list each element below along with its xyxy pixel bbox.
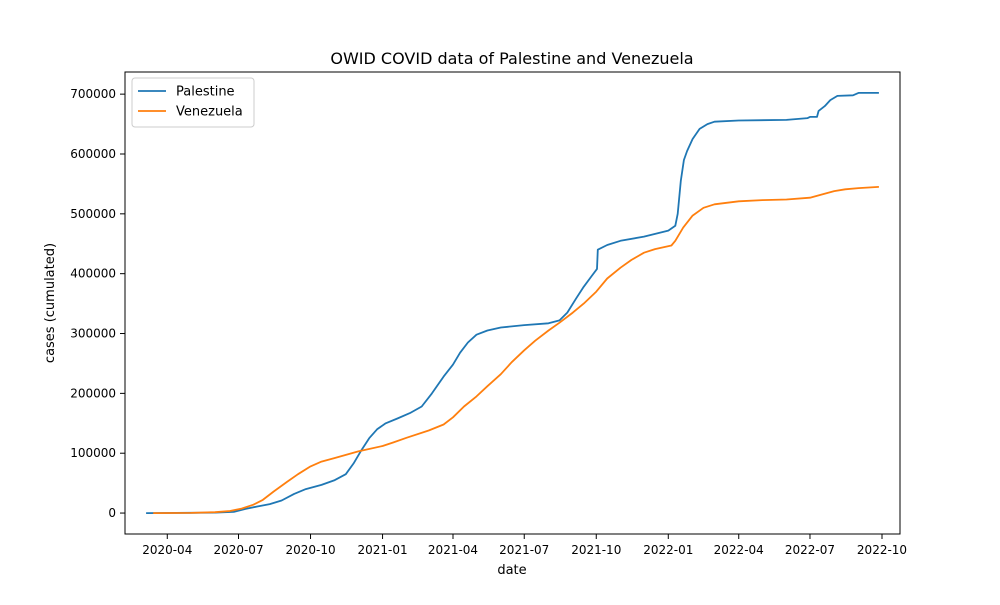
legend: Palestine Venezuela xyxy=(131,77,255,128)
x-axis-label: date xyxy=(497,563,526,578)
x-tick-label: 2021-01 xyxy=(357,543,407,557)
series-line-venezuela xyxy=(153,186,879,514)
y-axis: 0 100000 200000 300000 400000 500000 600000 700… xyxy=(70,87,125,520)
y-tick-label: 400000 xyxy=(70,267,116,281)
y-tick-label: 200000 xyxy=(70,386,116,400)
x-tick-label: 2020-07 xyxy=(213,543,263,557)
x-tick-label: 2022-10 xyxy=(857,543,907,557)
x-tick-label: 2022-01 xyxy=(643,543,693,557)
chart-title: OWID COVID data of Palestine and Venezue… xyxy=(330,49,693,68)
series-layer xyxy=(146,92,879,514)
y-tick-label: 600000 xyxy=(70,147,116,161)
series-line-palestine xyxy=(146,92,879,514)
y-tick-label: 700000 xyxy=(70,87,116,101)
x-axis: 2020-04 2020-07 2020-10 2021-01 2021-04 2021-… xyxy=(142,534,907,557)
y-tick-label: 100000 xyxy=(70,446,116,460)
y-tick-label: 300000 xyxy=(70,327,116,341)
plot-frame xyxy=(124,71,901,535)
x-tick-label: 2021-04 xyxy=(428,543,478,557)
legend-label-venezuela: Venezuela xyxy=(176,105,243,120)
x-tick-label: 2020-04 xyxy=(142,543,192,557)
x-tick-label: 2021-07 xyxy=(499,543,549,557)
x-tick-label: 2021-10 xyxy=(571,543,621,557)
y-tick-label: 0 xyxy=(108,506,116,520)
x-tick-label: 2022-07 xyxy=(785,543,835,557)
y-tick-label: 500000 xyxy=(70,207,116,221)
y-axis-label: cases (cumulated) xyxy=(43,243,58,363)
legend-label-palestine: Palestine xyxy=(176,85,235,100)
x-tick-label: 2020-10 xyxy=(285,543,335,557)
x-tick-label: 2022-04 xyxy=(714,543,764,557)
